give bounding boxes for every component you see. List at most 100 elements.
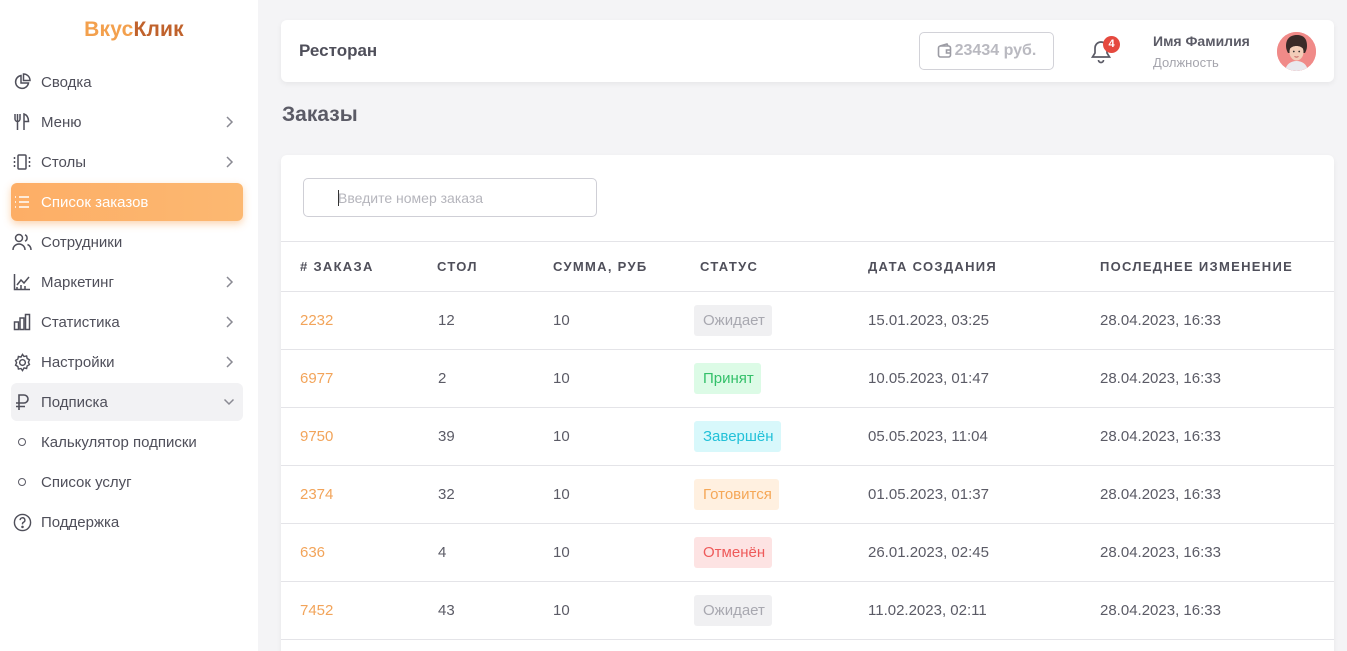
sidebar-item-label: Сотрудники [41,233,123,251]
order-id-link[interactable]: 9750 [300,428,334,445]
user-name[interactable]: Имя Фамилия [1153,33,1250,49]
status-badge: Готовится [694,479,779,510]
created-date: 11.02.2023, 02:11 [868,602,987,619]
table-row[interactable]: 7452 43 10 Ожидает 11.02.2023, 02:11 28.… [281,582,1334,640]
sidebar-item-staff[interactable]: Сотрудники [11,223,243,261]
sidebar-nav: Сводка Меню Столы [11,63,243,543]
order-id-link[interactable]: 7452 [300,602,334,619]
chevron-right-icon [226,316,234,328]
sidebar-item-label: Столы [41,153,87,171]
help-circle-icon [12,513,32,531]
sidebar-item-label: Меню [41,113,82,131]
sidebar-item-label: Маркетинг [41,273,114,291]
ruble-icon [12,393,32,411]
order-sum: 10 [553,312,570,329]
orders-card: # Заказа Стол Сумма, руб Статус Дата соз… [281,155,1334,651]
table-number: 12 [438,312,455,329]
sidebar-item-label: Статистика [41,313,120,331]
user-role: Должность [1153,55,1219,70]
sidebar-item-tables[interactable]: Столы [11,143,243,181]
created-date: 15.01.2023, 03:25 [868,312,989,329]
balance-button[interactable]: 23434 руб. [919,32,1054,70]
sidebar-item-label: Настройки [41,353,115,371]
text-cursor [338,190,339,206]
sidebar-item-services-list[interactable]: Список услуг [11,463,243,501]
status-badge: Отменён [694,537,773,568]
sidebar-item-label: Список заказов [41,193,149,211]
chevron-right-icon [226,356,234,368]
sidebar-item-summary[interactable]: Сводка [11,63,243,101]
sidebar-item-label: Калькулятор подписки [41,433,197,451]
sidebar-item-statistics[interactable]: Статистика [11,303,243,341]
users-icon [12,233,32,251]
order-id-link[interactable]: 2374 [300,486,334,503]
modified-date: 28.04.2023, 16:33 [1100,370,1221,387]
app-logo[interactable]: ВкусКлик [84,18,184,41]
sidebar-item-subscription[interactable]: Подписка [11,383,243,421]
bar-chart-icon [12,313,32,331]
column-header-order-id[interactable]: # Заказа [300,259,374,274]
bullet-circle-icon [18,438,26,446]
avatar[interactable] [1277,32,1316,71]
order-sum: 10 [553,428,570,445]
modified-date: 28.04.2023, 16:33 [1100,428,1221,445]
created-date: 01.05.2023, 01:37 [868,486,989,503]
sidebar-item-label: Подписка [41,393,108,411]
table-row[interactable]: 9750 39 10 Завершён 05.05.2023, 11:04 28… [281,408,1334,466]
order-id-link[interactable]: 2232 [300,312,334,329]
wallet-icon [937,43,951,58]
column-header-created[interactable]: Дата создания [868,259,998,274]
bullet-circle-icon [18,478,26,486]
created-date: 26.01.2023, 02:45 [868,544,989,561]
sidebar-item-marketing[interactable]: Маркетинг [11,263,243,301]
pie-chart-icon [12,73,32,91]
table-number: 43 [438,602,455,619]
modified-date: 28.04.2023, 16:33 [1100,602,1221,619]
column-header-status[interactable]: Статус [700,259,759,274]
sidebar-item-menu[interactable]: Меню [11,103,243,141]
list-icon [12,193,32,211]
column-header-table[interactable]: Стол [437,259,478,274]
column-header-sum[interactable]: Сумма, руб [553,259,648,274]
sidebar-item-label: Сводка [41,73,92,91]
chevron-right-icon [226,276,234,288]
order-sum: 10 [553,370,570,387]
created-date: 05.05.2023, 11:04 [868,428,988,445]
marketing-chart-icon [12,273,32,291]
chevron-right-icon [226,156,234,168]
table-row[interactable]: 6977 2 10 Принят 10.05.2023, 01:47 28.04… [281,350,1334,408]
order-id-link[interactable]: 6977 [300,370,334,387]
table-row[interactable]: 2374 32 10 Готовится 01.05.2023, 01:37 2… [281,466,1334,524]
table-row[interactable]: 636 4 10 Отменён 26.01.2023, 02:45 28.04… [281,524,1334,582]
chevron-right-icon [226,116,234,128]
table-header-row: # Заказа Стол Сумма, руб Статус Дата соз… [281,241,1334,292]
table-number: 4 [438,544,447,561]
sidebar-item-settings[interactable]: Настройки [11,343,243,381]
notification-badge: 4 [1103,36,1120,53]
sidebar-item-orders[interactable]: Список заказов [11,183,243,221]
column-header-modified[interactable]: Последнее изменение [1100,259,1294,274]
status-badge: Завершён [694,421,781,452]
modified-date: 28.04.2023, 16:33 [1100,544,1221,561]
table-number: 32 [438,486,455,503]
modified-date: 28.04.2023, 16:33 [1100,312,1221,329]
top-header: Ресторан 23434 руб. 4 Имя Фамилия Должно… [281,20,1334,82]
balance-amount: 23434 руб. [954,42,1037,59]
table-number: 2 [438,370,447,387]
order-sum: 10 [553,544,570,561]
sidebar-item-subscription-calculator[interactable]: Калькулятор подписки [11,423,243,461]
gear-icon [12,352,32,372]
status-badge: Принят [694,363,761,394]
tables-icon [12,153,32,171]
status-badge: Ожидает [694,595,772,626]
table-row[interactable]: 2232 12 10 Ожидает 15.01.2023, 03:25 28.… [281,292,1334,350]
order-id-link[interactable]: 636 [300,544,326,561]
sidebar-item-support[interactable]: Поддержка [11,503,243,541]
status-badge: Ожидает [694,305,772,336]
sidebar: ВкусКлик Сводка Меню [0,0,258,651]
sidebar-item-label: Поддержка [41,513,120,531]
header-title: Ресторан [299,41,378,60]
chevron-down-icon [223,398,235,406]
modified-date: 28.04.2023, 16:33 [1100,486,1221,503]
order-search-input[interactable] [303,178,597,217]
